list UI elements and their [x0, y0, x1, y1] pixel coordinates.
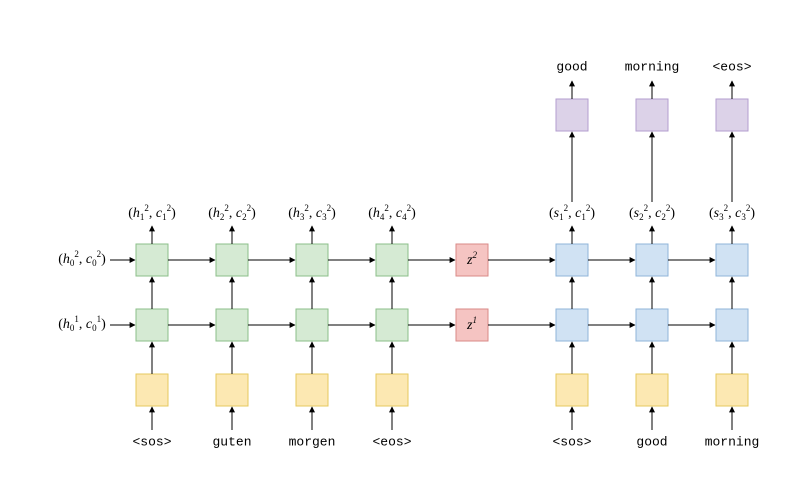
- dec-l1-1: [636, 309, 668, 341]
- enc-l1-0: [136, 309, 168, 341]
- init-l2-label: (h02, c02): [58, 249, 106, 268]
- enc-l2-1: [216, 244, 248, 276]
- enc-toplabel-0: (h12, c12): [128, 203, 176, 222]
- dec-l2-0: [556, 244, 588, 276]
- enc-input-3: <eos>: [372, 434, 411, 449]
- enc-embed-2: [296, 374, 328, 406]
- dec-output-1: morning: [625, 59, 680, 74]
- init-l1-label: (h01, c01): [58, 314, 106, 333]
- enc-input-2: morgen: [289, 434, 336, 449]
- dec-input-1: good: [636, 434, 667, 449]
- dec-l1-0: [556, 309, 588, 341]
- enc-input-0: <sos>: [132, 434, 171, 449]
- enc-l2-0: [136, 244, 168, 276]
- dec-toplabel-0: (s12, c12): [549, 203, 595, 222]
- dec-l1-2: [716, 309, 748, 341]
- enc-embed-0: [136, 374, 168, 406]
- dec-embed-1: [636, 374, 668, 406]
- enc-l1-1: [216, 309, 248, 341]
- dec-toplabel-2: (s32, c32): [709, 203, 755, 222]
- dec-l2-1: [636, 244, 668, 276]
- enc-input-1: guten: [212, 434, 251, 449]
- dec-input-0: <sos>: [552, 434, 591, 449]
- dec-input-2: morning: [705, 434, 760, 449]
- dec-output-2: <eos>: [712, 59, 751, 74]
- dec-out-1: [636, 99, 668, 131]
- dec-embed-2: [716, 374, 748, 406]
- enc-toplabel-1: (h22, c22): [208, 203, 256, 222]
- enc-l1-2: [296, 309, 328, 341]
- dec-toplabel-1: (s22, c22): [629, 203, 675, 222]
- dec-output-0: good: [556, 59, 587, 74]
- dec-l2-2: [716, 244, 748, 276]
- enc-toplabel-2: (h32, c32): [288, 203, 336, 222]
- dec-out-2: [716, 99, 748, 131]
- dec-embed-0: [556, 374, 588, 406]
- enc-l1-3: [376, 309, 408, 341]
- enc-embed-3: [376, 374, 408, 406]
- dec-out-0: [556, 99, 588, 131]
- enc-toplabel-3: (h42, c42): [368, 203, 416, 222]
- enc-l2-3: [376, 244, 408, 276]
- enc-embed-1: [216, 374, 248, 406]
- enc-l2-2: [296, 244, 328, 276]
